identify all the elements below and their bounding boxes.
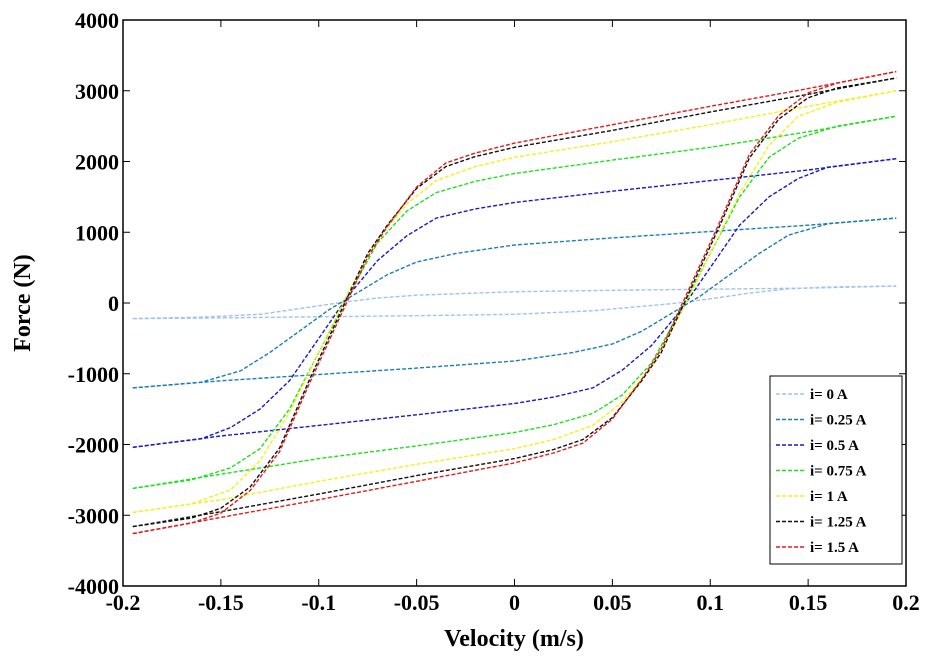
legend-label: i= 1 A	[810, 489, 848, 505]
y-tick-label: -4000	[68, 574, 119, 599]
x-tick-label: -0.2	[106, 590, 141, 615]
y-tick-label: -3000	[68, 503, 119, 528]
legend-label: i= 0.5 A	[810, 438, 859, 454]
series-line-3-upper	[132, 158, 897, 448]
y-axis-label: Force (N)	[10, 254, 36, 352]
legend: i= 0 A i= 0.25 A i= 0.5 A i= 0.75 A i= 1 A i=…	[769, 375, 903, 565]
series-line-5-lower	[132, 90, 897, 514]
series-line-4-upper	[132, 115, 897, 490]
legend-label: i= 0.75 A	[810, 464, 867, 480]
series-line-2-lower	[132, 217, 897, 389]
series-layer	[132, 70, 897, 535]
x-tick-label: -0.05	[394, 590, 440, 615]
x-tick-label: 0.1	[697, 590, 725, 615]
series-line-5-upper	[132, 90, 897, 514]
legend-label: i= 0.25 A	[810, 413, 867, 429]
y-tick-label: 3000	[75, 79, 119, 104]
ticks-layer: -0.2 -0.15 -0.1 -0.05 0 0.05 0.1 0.15 0.2 -4000 -3…	[68, 8, 920, 615]
y-tick-label: -2000	[68, 433, 119, 458]
x-tick-label: 0.2	[892, 590, 920, 615]
x-tick-label: 0.05	[593, 590, 632, 615]
series-line-7-upper	[132, 70, 897, 535]
x-tick-label: -0.15	[198, 590, 244, 615]
series-line-6-lower	[132, 77, 897, 528]
y-tick-label: 0	[108, 291, 119, 316]
y-tick-label: 1000	[75, 220, 119, 245]
y-tick-label: 2000	[75, 150, 119, 175]
series-line-4-lower	[132, 115, 897, 490]
series-line-2-upper	[132, 217, 897, 389]
legend-label: i= 1.5 A	[810, 540, 859, 556]
x-tick-label: 0	[509, 590, 520, 615]
legend-label: i= 1.25 A	[810, 515, 867, 531]
series-line-7-lower	[132, 70, 897, 535]
series-line-3-lower	[132, 158, 897, 448]
y-tick-label: 4000	[75, 8, 119, 33]
x-tick-label: -0.1	[301, 590, 336, 615]
legend-label: i= 0 A	[810, 387, 848, 403]
x-axis-label: Velocity (m/s)	[444, 626, 584, 652]
y-tick-label: -1000	[68, 362, 119, 387]
x-tick-label: 0.15	[789, 590, 828, 615]
series-line-6-upper	[132, 77, 897, 528]
